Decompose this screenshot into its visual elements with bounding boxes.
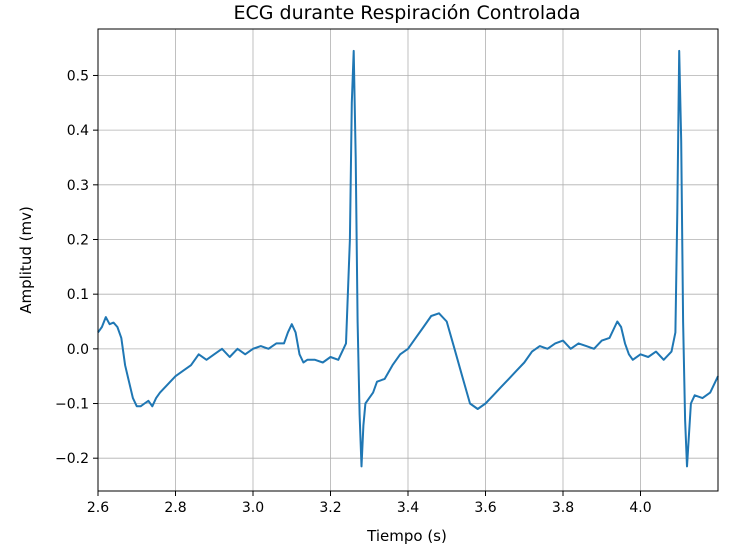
y-tick-label: 0.3 <box>67 178 89 194</box>
x-tick-label: 2.6 <box>87 500 109 516</box>
ecg-series-line <box>97 49 719 468</box>
x-tick-label: 3.0 <box>242 500 264 516</box>
y-axis-ticks: −0.2 −0.1 0.0 0.1 0.2 0.3 0.4 0.5 <box>55 68 98 467</box>
x-tick-label: 3.6 <box>474 500 496 516</box>
x-tick-label: 4.0 <box>629 500 651 516</box>
x-axis-ticks: 2.6 2.8 3.0 3.2 3.4 3.6 3.8 4.0 <box>87 491 652 516</box>
x-tick-label: 3.4 <box>397 500 419 516</box>
x-tick-label: 2.8 <box>164 500 186 516</box>
y-tick-label: 0.2 <box>67 232 89 248</box>
y-tick-label: −0.1 <box>55 397 89 413</box>
y-tick-label: 0.0 <box>67 342 89 358</box>
x-tick-label: 3.2 <box>319 500 341 516</box>
x-tick-label: 3.8 <box>552 500 574 516</box>
series-layer <box>97 49 719 468</box>
y-tick-label: 0.1 <box>67 287 89 303</box>
chart-title: ECG durante Respiración Controlada <box>233 2 580 24</box>
y-tick-label: −0.2 <box>55 451 89 467</box>
y-axis-label: Amplitud (mv) <box>17 206 35 314</box>
x-axis-label: Tiempo (s) <box>366 527 447 545</box>
y-tick-label: 0.5 <box>67 68 89 84</box>
grid-lines <box>97 29 718 491</box>
y-tick-label: 0.4 <box>67 123 89 139</box>
